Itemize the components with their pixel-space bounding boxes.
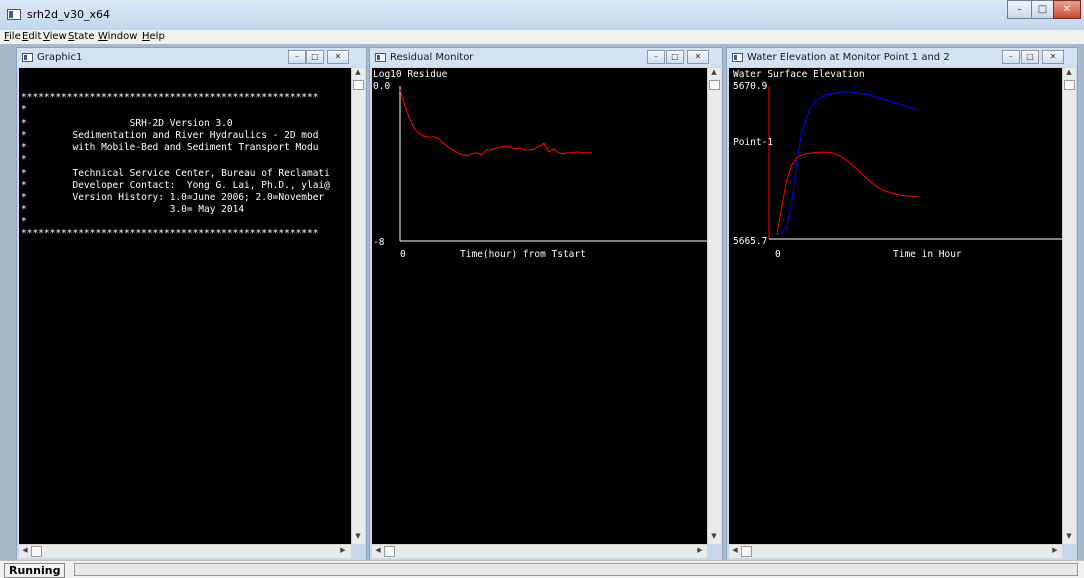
banner-line: * xyxy=(21,104,27,115)
menu-edit[interactable]: Edit xyxy=(22,31,42,42)
point-1-series-line xyxy=(776,91,918,236)
menu-view[interactable]: View xyxy=(43,31,67,42)
graphic1-window: Graphic1 – □ ✕ *************************… xyxy=(16,47,367,561)
close-button[interactable]: ✕ xyxy=(1053,0,1081,19)
residual-monitor-window: Residual Monitor – □ ✕ Log10 Residue 0.0… xyxy=(369,47,723,561)
banner-line: * Developer Contact: Yong G. Lai, Ph.D.,… xyxy=(21,180,330,191)
scroll-left-icon[interactable]: ◀ xyxy=(375,546,381,554)
series-label-point-1: Point-1 xyxy=(733,137,773,148)
y-min-tick-label: 5665.7 xyxy=(733,236,767,247)
residual-series-line xyxy=(399,89,592,157)
elevation-chart: Water Surface Elevation 5670.9 Point-1 5… xyxy=(733,69,1062,260)
residual-minimize-button[interactable]: – xyxy=(647,50,665,64)
menu-help[interactable]: Help xyxy=(142,31,165,42)
elevation-minimize-button[interactable]: – xyxy=(1002,50,1020,64)
graphic1-maximize-button[interactable]: □ xyxy=(306,50,324,64)
banner-line: ****************************************… xyxy=(21,228,319,239)
banner-line: * Sedimentation and River Hydraulics - 2… xyxy=(21,130,319,141)
menu-state[interactable]: State xyxy=(68,31,95,42)
app-titlebar: srh2d_v30_x64 – □ ✕ xyxy=(0,0,1084,30)
graphic1-title: Graphic1 xyxy=(37,52,83,63)
elevation-close-button[interactable]: ✕ xyxy=(1042,50,1064,64)
x-zero-tick-label: 0 xyxy=(400,249,406,260)
graphic1-minimize-button[interactable]: – xyxy=(288,50,306,64)
window-icon xyxy=(22,53,33,62)
scroll-left-icon[interactable]: ◀ xyxy=(732,546,738,554)
banner-line: * SRH-2D Version 3.0 xyxy=(21,118,233,129)
y-axis-title: Log10 Residue xyxy=(373,69,448,80)
scroll-thumb[interactable] xyxy=(353,80,364,90)
minimize-button[interactable]: – xyxy=(1007,0,1032,19)
x-axis-title: Time(hour) from Tstart xyxy=(460,249,586,260)
graphic1-close-button[interactable]: ✕ xyxy=(327,50,349,64)
banner-line: * xyxy=(21,154,27,165)
x-zero-tick-label: 0 xyxy=(775,249,781,260)
residual-canvas: Log10 Residue 0.0 -8 0 Time(hour) from T… xyxy=(372,68,707,544)
elevation-titlebar[interactable]: Water Elevation at Monitor Point 1 and 2… xyxy=(727,48,1077,67)
graphic1-canvas: ****************************************… xyxy=(19,68,351,544)
scroll-down-icon[interactable]: ▼ xyxy=(711,532,717,540)
y-max-tick-label: 0.0 xyxy=(373,81,390,92)
scroll-up-icon[interactable]: ▲ xyxy=(355,68,361,76)
graphic1-vertical-scrollbar[interactable]: ▲ ▼ xyxy=(351,68,365,544)
scroll-left-icon[interactable]: ◀ xyxy=(22,546,28,554)
app-title: srh2d_v30_x64 xyxy=(27,8,111,21)
elevation-title: Water Elevation at Monitor Point 1 and 2 xyxy=(747,52,950,63)
menu-window[interactable]: Window xyxy=(98,31,138,42)
elevation-horizontal-scrollbar[interactable]: ◀ ▶ xyxy=(729,544,1062,558)
water-elevation-window: Water Elevation at Monitor Point 1 and 2… xyxy=(726,47,1078,561)
point-2-series-line xyxy=(776,151,917,235)
banner-line: * xyxy=(21,216,27,227)
banner-line: ****************************************… xyxy=(21,92,319,103)
residual-chart: Log10 Residue 0.0 -8 0 Time(hour) from T… xyxy=(373,69,707,260)
banner-line: * 3.0= May 2014 xyxy=(21,204,245,215)
y-axis-title: Water Surface Elevation xyxy=(733,69,865,80)
banner-line: * Technical Service Center, Bureau of Re… xyxy=(21,168,330,179)
scroll-up-icon[interactable]: ▲ xyxy=(1066,68,1072,76)
residual-vertical-scrollbar[interactable]: ▲ ▼ xyxy=(707,68,721,544)
residual-close-button[interactable]: ✕ xyxy=(687,50,709,64)
residual-title: Residual Monitor xyxy=(390,52,474,63)
y-min-tick-label: -8 xyxy=(373,237,385,248)
graphic1-horizontal-scrollbar[interactable]: ◀ ▶ xyxy=(19,544,351,558)
maximize-button[interactable]: □ xyxy=(1031,0,1054,19)
scroll-right-icon[interactable]: ▶ xyxy=(340,546,346,554)
elevation-vertical-scrollbar[interactable]: ▲ ▼ xyxy=(1062,68,1076,544)
banner-line: * with Mobile-Bed and Sediment Transport… xyxy=(21,142,319,153)
x-axis-title: Time in Hour xyxy=(893,249,962,260)
scroll-right-icon[interactable]: ▶ xyxy=(697,546,703,554)
residual-horizontal-scrollbar[interactable]: ◀ ▶ xyxy=(372,544,707,558)
elevation-maximize-button[interactable]: □ xyxy=(1021,50,1039,64)
scroll-thumb[interactable] xyxy=(741,546,752,557)
banner-line: * Version History: 1.0=June 2006; 2.0=No… xyxy=(21,192,325,203)
residual-titlebar[interactable]: Residual Monitor – □ ✕ xyxy=(370,48,722,67)
scroll-up-icon[interactable]: ▲ xyxy=(711,68,717,76)
window-icon xyxy=(732,53,743,62)
scroll-thumb[interactable] xyxy=(384,546,395,557)
scroll-thumb[interactable] xyxy=(31,546,42,557)
scroll-thumb[interactable] xyxy=(709,80,720,90)
graphic1-titlebar[interactable]: Graphic1 – □ ✕ xyxy=(17,48,366,67)
menu-file[interactable]: File xyxy=(4,31,21,42)
status-pane xyxy=(74,563,1078,576)
menu-bar: File Edit View State Window Help xyxy=(0,30,1084,44)
elevation-canvas: Water Surface Elevation 5670.9 Point-1 5… xyxy=(729,68,1062,544)
scroll-thumb[interactable] xyxy=(1064,80,1075,90)
scroll-down-icon[interactable]: ▼ xyxy=(355,532,361,540)
residual-maximize-button[interactable]: □ xyxy=(666,50,684,64)
scroll-down-icon[interactable]: ▼ xyxy=(1066,532,1072,540)
app-icon xyxy=(7,9,21,20)
status-text: Running xyxy=(4,563,66,578)
y-max-tick-label: 5670.9 xyxy=(733,81,768,92)
scroll-right-icon[interactable]: ▶ xyxy=(1052,546,1058,554)
status-bar: Running xyxy=(0,560,1084,578)
window-icon xyxy=(375,53,386,62)
